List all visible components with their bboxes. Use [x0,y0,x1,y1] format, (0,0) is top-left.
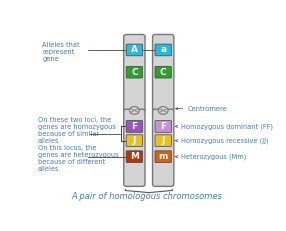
FancyBboxPatch shape [152,109,174,186]
Text: C: C [131,68,138,77]
Text: A pair of homologous chromosomes: A pair of homologous chromosomes [71,192,222,201]
Text: Homozygous dominant (FF): Homozygous dominant (FF) [181,123,273,130]
Text: F: F [131,122,138,131]
FancyBboxPatch shape [124,109,145,186]
Text: On this locus, the
genes are heterozygous
because of different
alleles: On this locus, the genes are heterozygou… [38,145,119,172]
FancyBboxPatch shape [155,66,171,78]
FancyBboxPatch shape [126,135,143,146]
FancyBboxPatch shape [126,44,143,56]
Text: Centromere: Centromere [188,106,227,112]
FancyBboxPatch shape [155,44,171,56]
Text: On these two loci, the
genes are homozygous
because of similar
alleles: On these two loci, the genes are homozyg… [38,117,116,144]
Circle shape [130,106,139,114]
FancyBboxPatch shape [152,34,174,112]
Circle shape [158,106,168,114]
Text: a: a [160,46,166,55]
FancyBboxPatch shape [126,151,143,163]
FancyBboxPatch shape [124,34,145,112]
FancyBboxPatch shape [155,121,171,132]
Text: Alleles that
represent
gene: Alleles that represent gene [42,42,80,62]
Text: A: A [131,46,138,55]
Text: M: M [130,152,139,161]
Text: J: J [133,136,136,145]
Text: J: J [162,136,165,145]
Text: C: C [160,68,166,77]
Text: F: F [160,122,166,131]
FancyBboxPatch shape [155,135,171,146]
Text: m: m [158,152,168,161]
FancyBboxPatch shape [126,121,143,132]
FancyBboxPatch shape [126,66,143,78]
Text: Heterozygous (Mm): Heterozygous (Mm) [181,153,246,160]
FancyBboxPatch shape [155,151,171,163]
Text: Homozygous recessive (jj): Homozygous recessive (jj) [181,137,269,144]
